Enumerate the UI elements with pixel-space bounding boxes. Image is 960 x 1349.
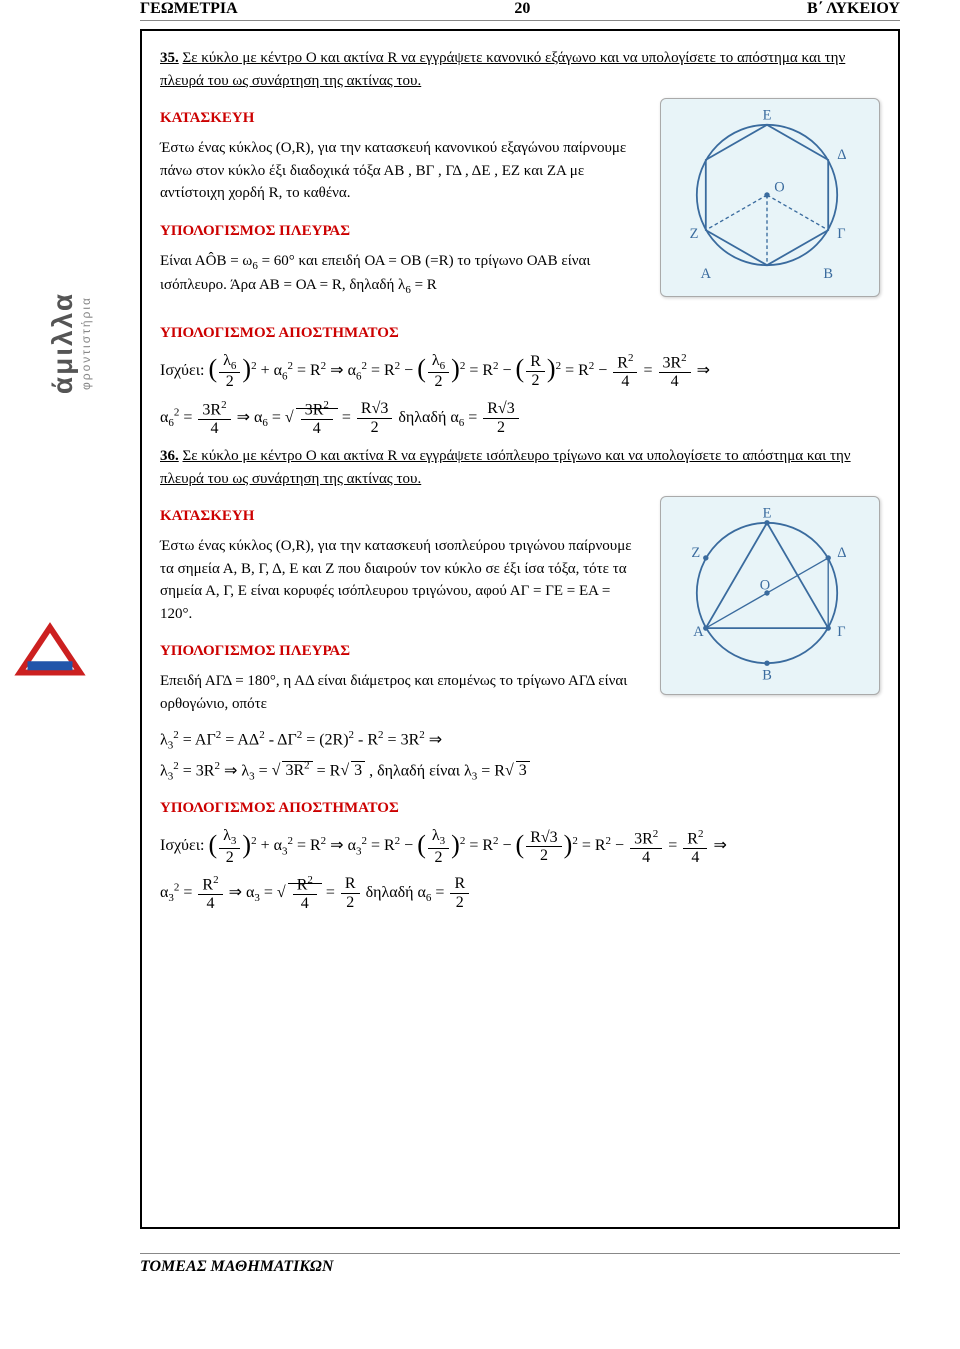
logo-main-text: άμιλλα φροντιστήρια — [47, 193, 93, 493]
p35-formula-2: α62 = 3R24 ⇒ α6 = 3R24 = R√32 δηλαδή α6 … — [160, 399, 880, 438]
svg-text:Ο: Ο — [760, 578, 770, 594]
content-box: 35. Σε κύκλο με κέντρο Ο και ακτίνα R να… — [140, 29, 900, 1229]
p36-f1-b: = ΑΓ — [183, 732, 216, 749]
p35-f2-mid: δηλαδή α — [398, 409, 458, 426]
svg-text:Ε: Ε — [763, 107, 772, 123]
p36-f1-e: = (2R) — [306, 732, 348, 749]
p36-f1-h: ⇒ — [429, 732, 442, 749]
problem-36: 36. Σε κύκλο με κέντρο Ο και ακτίνα R να… — [160, 445, 880, 490]
problem-36-number: 36. — [160, 448, 179, 464]
p36-f2-b: = 3R — [183, 762, 215, 779]
p36-f2-f: , δηλαδή είναι λ — [369, 762, 472, 779]
p35-s3-title: ΥΠΟΛΟΓΙΣΜΟΣ ΑΠΟΣΤΗΜΑΤΟΣ — [160, 325, 880, 342]
logo-sub: φροντιστήρια — [79, 193, 93, 493]
p36-f1-c: = ΑΔ — [225, 732, 259, 749]
p36-f2-e: = R — [317, 762, 341, 779]
p36-f2-c: ⇒ λ — [224, 762, 249, 779]
p36-formula-1: λ32 = ΑΓ2 = ΑΔ2 - ΔΓ2 = (2R)2 - R2 = 3R2… — [160, 729, 880, 752]
p35-s2-c: = R — [415, 277, 437, 293]
figure-hexagon: Ε Δ Γ Β Α Ζ Ο — [660, 98, 880, 297]
svg-text:Γ: Γ — [837, 625, 845, 641]
p35-f1-prefix: Ισχύει: — [160, 362, 204, 379]
p36-f1-d: - ΔΓ — [269, 732, 297, 749]
page-header: ΓΕΩΜΕΤΡΙΑ 20 Β΄ ΛΥΚΕΙΟΥ — [140, 0, 900, 21]
p35-s1-text: Έστω ένας κύκλος (Ο,R), για την κατασκευ… — [160, 137, 640, 205]
svg-text:Ε: Ε — [763, 506, 772, 522]
header-center: 20 — [514, 0, 530, 18]
p36-f4-mid: δηλαδή α — [366, 884, 426, 901]
p36-f1-f: - R — [358, 732, 378, 749]
page: ΓΕΩΜΕΤΡΙΑ 20 Β΄ ΛΥΚΕΙΟΥ άμιλλα φροντιστή… — [0, 0, 960, 1296]
logo-main: άμιλλα — [47, 292, 78, 394]
svg-text:Β: Β — [823, 266, 833, 282]
p36-f2-d: = — [259, 762, 272, 779]
figure-hexagon-box: Ε Δ Γ Β Α Ζ Ο — [660, 98, 880, 297]
p35-s2-a: Είναι ΑÔB = ω — [160, 253, 252, 269]
header-right: Β΄ ΛΥΚΕΙΟΥ — [807, 0, 900, 18]
p36-f2-g: = R — [481, 762, 505, 779]
page-footer: ΤΟΜΕΑΣ ΜΑΘΗΜΑΤΙΚΩΝ — [140, 1253, 900, 1276]
svg-text:Δ: Δ — [837, 545, 846, 561]
logo-icon — [10, 620, 90, 685]
p36-formula-3: Ισχύει: (λ32)2 + α32 = R2 ⇒ α32 = R2 − (… — [160, 827, 880, 866]
triangle-svg: Ε Δ Γ Β Α Ζ Ο — [667, 503, 867, 683]
svg-text:Β: Β — [762, 668, 772, 684]
p35-formula-1: Ισχύει: (λ62)2 + α62 = R2 ⇒ α62 = R2 − (… — [160, 352, 880, 391]
p36-s1-text: Έστω ένας κύκλος (Ο,R), για την κατασκευ… — [160, 535, 640, 625]
svg-text:Δ: Δ — [837, 147, 846, 163]
svg-text:Γ: Γ — [837, 226, 845, 242]
footer-text: ΤΟΜΕΑΣ ΜΑΘΗΜΑΤΙΚΩΝ — [140, 1258, 333, 1275]
header-left: ΓΕΩΜΕΤΡΙΑ — [140, 0, 238, 18]
figure-triangle: Ε Δ Γ Β Α Ζ Ο — [660, 496, 880, 695]
svg-text:Ο: Ο — [774, 179, 784, 195]
problem-35: 35. Σε κύκλο με κέντρο Ο και ακτίνα R να… — [160, 47, 880, 92]
svg-text:Ζ: Ζ — [691, 545, 700, 561]
p36-formula-4: α32 = R24 ⇒ α3 = R24 = R2 δηλαδή α6 = R2 — [160, 874, 880, 913]
p36-formula-2: λ32 = 3R2 ⇒ λ3 = 3R2 = R3 , δηλαδή είναι… — [160, 760, 880, 783]
p35-s2-text: Είναι ΑÔB = ω6 = 60° και επειδή ΟΑ = ΟΒ … — [160, 250, 640, 299]
p36-f1-a: λ — [160, 732, 168, 749]
hexagon-svg: Ε Δ Γ Β Α Ζ Ο — [667, 105, 867, 285]
p36-f1-g: = 3R — [388, 732, 420, 749]
p36-f3-prefix: Ισχύει: — [160, 838, 204, 855]
figure-triangle-box: Ε Δ Γ Β Α Ζ Ο — [660, 496, 880, 695]
svg-text:Α: Α — [701, 266, 712, 282]
p36-s3-title: ΥΠΟΛΟΓΙΣΜΟΣ ΑΠΟΣΤΗΜΑΤΟΣ — [160, 800, 880, 817]
problem-35-text: Σε κύκλο με κέντρο Ο και ακτίνα R να εγγ… — [160, 50, 845, 89]
problem-36-text: Σε κύκλο με κέντρο Ο και ακτίνα R να εγγ… — [160, 448, 851, 487]
p36-s2-text: Επειδή ΑΓΔ = 180°, η ΑΔ είναι διάμετρος … — [160, 670, 640, 715]
problem-35-number: 35. — [160, 50, 179, 66]
svg-text:Ζ: Ζ — [690, 226, 699, 242]
p36-f2-a: λ — [160, 762, 168, 779]
svg-text:Α: Α — [693, 625, 704, 641]
